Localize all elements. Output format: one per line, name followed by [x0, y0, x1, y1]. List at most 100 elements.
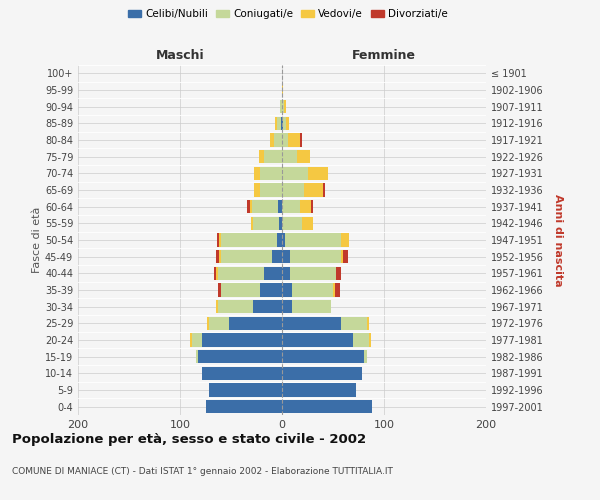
- Bar: [202, 366, 282, 380]
- Bar: [219, 250, 221, 264]
- Bar: [260, 284, 282, 296]
- Bar: [216, 250, 219, 264]
- Bar: [263, 266, 282, 280]
- Bar: [209, 384, 282, 396]
- Bar: [304, 184, 323, 196]
- Bar: [281, 116, 282, 130]
- Bar: [209, 316, 229, 330]
- Text: COMUNE DI MANIACE (CT) - Dati ISTAT 1° gennaio 2002 - Elaborazione TUTTITALIA.IT: COMUNE DI MANIACE (CT) - Dati ISTAT 1° g…: [12, 468, 393, 476]
- Y-axis label: Fasce di età: Fasce di età: [32, 207, 42, 273]
- Bar: [282, 200, 301, 213]
- Bar: [259, 150, 263, 164]
- Bar: [250, 200, 253, 213]
- Bar: [251, 216, 253, 230]
- Bar: [221, 234, 277, 246]
- Bar: [282, 150, 298, 164]
- Bar: [323, 184, 325, 196]
- Bar: [282, 134, 288, 146]
- Bar: [253, 200, 278, 213]
- Bar: [282, 316, 341, 330]
- Bar: [288, 134, 301, 146]
- Bar: [263, 150, 282, 164]
- Bar: [192, 334, 202, 346]
- Bar: [335, 284, 340, 296]
- Bar: [341, 250, 343, 264]
- Bar: [364, 350, 367, 364]
- Text: Femmine: Femmine: [352, 48, 416, 62]
- Bar: [283, 116, 286, 130]
- Bar: [282, 400, 372, 413]
- Bar: [216, 300, 218, 314]
- Bar: [219, 234, 221, 246]
- Bar: [290, 266, 336, 280]
- Bar: [343, 250, 349, 264]
- Y-axis label: Anni di nascita: Anni di nascita: [553, 194, 563, 286]
- Bar: [341, 234, 349, 246]
- Bar: [277, 234, 282, 246]
- Bar: [290, 250, 341, 264]
- Bar: [282, 184, 304, 196]
- Bar: [229, 316, 282, 330]
- Bar: [221, 284, 260, 296]
- Bar: [282, 366, 362, 380]
- Bar: [282, 300, 292, 314]
- Bar: [217, 234, 219, 246]
- Bar: [206, 316, 209, 330]
- Bar: [218, 284, 221, 296]
- Bar: [190, 334, 192, 346]
- Bar: [282, 384, 356, 396]
- Bar: [272, 250, 282, 264]
- Bar: [202, 334, 282, 346]
- Bar: [282, 250, 290, 264]
- Bar: [218, 300, 253, 314]
- Bar: [206, 400, 282, 413]
- Bar: [353, 334, 369, 346]
- Bar: [260, 184, 282, 196]
- Bar: [214, 266, 216, 280]
- Bar: [216, 266, 218, 280]
- Bar: [279, 216, 282, 230]
- Bar: [282, 166, 308, 180]
- Bar: [199, 350, 282, 364]
- Bar: [285, 234, 341, 246]
- Bar: [282, 334, 353, 346]
- Bar: [292, 300, 331, 314]
- Bar: [260, 166, 282, 180]
- Bar: [254, 184, 260, 196]
- Bar: [278, 200, 282, 213]
- Bar: [282, 350, 364, 364]
- Text: Popolazione per età, sesso e stato civile - 2002: Popolazione per età, sesso e stato civil…: [12, 432, 366, 446]
- Bar: [280, 100, 282, 114]
- Bar: [282, 284, 292, 296]
- Bar: [270, 134, 274, 146]
- Bar: [247, 200, 250, 213]
- Bar: [308, 166, 328, 180]
- Bar: [292, 284, 333, 296]
- Bar: [274, 134, 282, 146]
- Bar: [333, 284, 335, 296]
- Bar: [254, 166, 260, 180]
- Bar: [282, 100, 284, 114]
- Bar: [301, 134, 302, 146]
- Bar: [302, 216, 313, 230]
- Text: Maschi: Maschi: [155, 48, 205, 62]
- Bar: [286, 116, 289, 130]
- Bar: [275, 116, 277, 130]
- Bar: [311, 200, 313, 213]
- Bar: [218, 266, 263, 280]
- Bar: [341, 316, 367, 330]
- Bar: [253, 216, 279, 230]
- Bar: [336, 266, 341, 280]
- Bar: [282, 216, 302, 230]
- Bar: [301, 200, 311, 213]
- Bar: [369, 334, 371, 346]
- Bar: [253, 300, 282, 314]
- Bar: [277, 116, 281, 130]
- Bar: [282, 266, 290, 280]
- Legend: Celibi/Nubili, Coniugati/e, Vedovi/e, Divorziati/e: Celibi/Nubili, Coniugati/e, Vedovi/e, Di…: [124, 5, 452, 24]
- Bar: [298, 150, 310, 164]
- Bar: [282, 84, 283, 96]
- Bar: [282, 116, 283, 130]
- Bar: [284, 100, 286, 114]
- Bar: [221, 250, 272, 264]
